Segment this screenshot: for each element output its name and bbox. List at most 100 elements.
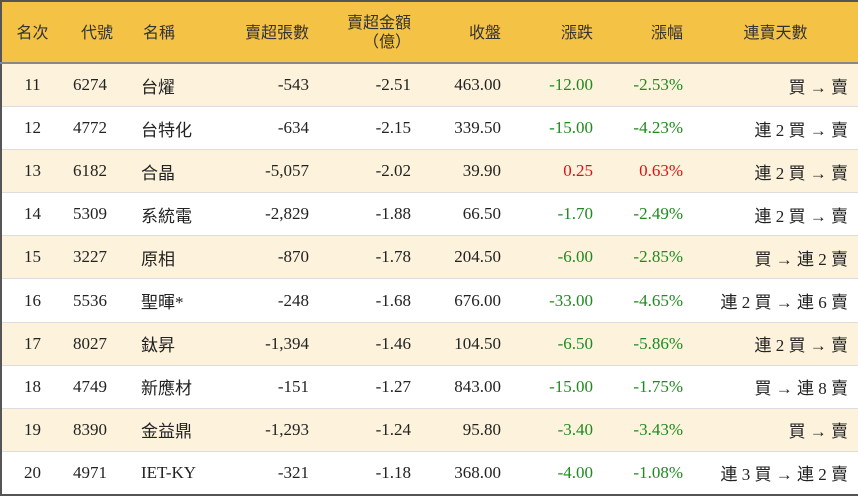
- table-cell: 聖暉*: [131, 278, 219, 323]
- table-cell: -151: [219, 365, 319, 409]
- table-cell: 買 → 連 2 賣: [693, 235, 858, 280]
- table-cell: 368.00: [421, 451, 511, 496]
- table-cell: -1.27: [319, 365, 421, 409]
- table-cell: -543: [219, 63, 319, 108]
- table-cell: 95.80: [421, 408, 511, 452]
- table-cell: 買 → 連 8 賣: [693, 365, 858, 409]
- table-cell: -2,829: [219, 192, 319, 237]
- table-cell: 15: [1, 235, 63, 280]
- table-cell: 843.00: [421, 365, 511, 409]
- table-cell: -1,293: [219, 408, 319, 452]
- table-cell: 11: [1, 63, 63, 108]
- table-cell: -1.08%: [603, 451, 693, 496]
- table-cell: -2.51: [319, 63, 421, 108]
- table-cell: 0.25: [511, 149, 603, 194]
- table-cell: 13: [1, 149, 63, 194]
- table-cell: 12: [1, 106, 63, 151]
- table-cell: -870: [219, 235, 319, 280]
- table-cell: 4772: [63, 106, 131, 151]
- table-cell: -5,057: [219, 149, 319, 194]
- table-body: 11 6274 台燿 -543 -2.51 463.00 -12.00 -2.53% 買 → 賣…: [1, 63, 858, 496]
- table-cell: 連 2 買 → 賣: [693, 192, 858, 237]
- header-row: 名次 代號 名稱 賣超張數 賣超金額 （億） 收盤 漲跌 漲幅 連賣天數: [1, 1, 858, 64]
- table-cell: 8390: [63, 408, 131, 452]
- table-cell: 463.00: [421, 63, 511, 108]
- table-cell: -1.46: [319, 322, 421, 366]
- table-cell: 原相: [131, 235, 219, 280]
- table-row: 20 4971 IET-KY -321 -1.18 368.00 -4.00 -1.08% 連 …: [1, 451, 858, 496]
- table-cell: -1.24: [319, 408, 421, 452]
- table-row: 16 5536 聖暉* -248 -1.68 676.00 -33.00 -4.65% 連 2 …: [1, 278, 858, 323]
- table-row: 19 8390 金益鼎 -1,293 -1.24 95.80 -3.40 -3.43% 買 → …: [1, 408, 858, 452]
- table-cell: -2.02: [319, 149, 421, 194]
- table-cell: -6.50: [511, 322, 603, 366]
- table-cell: -1.70: [511, 192, 603, 237]
- table-cell: 金益鼎: [131, 408, 219, 452]
- header-cell: 收盤: [421, 1, 511, 64]
- table-cell: -5.86%: [603, 322, 693, 366]
- table-cell: -4.23%: [603, 106, 693, 151]
- table-cell: -4.65%: [603, 278, 693, 323]
- table-cell: 合晶: [131, 149, 219, 194]
- table-cell: -33.00: [511, 278, 603, 323]
- table-cell: 6274: [63, 63, 131, 108]
- table-cell: -634: [219, 106, 319, 151]
- table-row: 12 4772 台特化 -634 -2.15 339.50 -15.00 -4.23% 連 2 …: [1, 106, 858, 151]
- table-cell: 204.50: [421, 235, 511, 280]
- table-cell: 0.63%: [603, 149, 693, 194]
- header-cell: 賣超金額 （億）: [319, 1, 421, 64]
- table-cell: -1.75%: [603, 365, 693, 409]
- table-cell: 連 3 買 → 連 2 賣: [693, 451, 858, 496]
- table-cell: 676.00: [421, 278, 511, 323]
- table-cell: -3.43%: [603, 408, 693, 452]
- table-cell: 5309: [63, 192, 131, 237]
- table-cell: -15.00: [511, 106, 603, 151]
- table-cell: 5536: [63, 278, 131, 323]
- table-cell: 買 → 賣: [693, 63, 858, 108]
- table-cell: -2.49%: [603, 192, 693, 237]
- table-row: 15 3227 原相 -870 -1.78 204.50 -6.00 -2.85% 買 → 連 …: [1, 235, 858, 280]
- table-cell: -3.40: [511, 408, 603, 452]
- table-cell: 104.50: [421, 322, 511, 366]
- table-cell: 14: [1, 192, 63, 237]
- table-cell: 339.50: [421, 106, 511, 151]
- table-cell: -248: [219, 278, 319, 323]
- table-cell: 買 → 賣: [693, 408, 858, 452]
- table-cell: 系統電: [131, 192, 219, 237]
- table-row: 17 8027 鈦昇 -1,394 -1.46 104.50 -6.50 -5.86% 連 2 …: [1, 322, 858, 366]
- header-cell: 漲幅: [603, 1, 693, 64]
- header-cell: 賣超張數: [219, 1, 319, 64]
- header-cell: 代號: [63, 1, 131, 64]
- table-row: 14 5309 系統電 -2,829 -1.88 66.50 -1.70 -2.49% 連 2 …: [1, 192, 858, 237]
- table-row: 18 4749 新應材 -151 -1.27 843.00 -15.00 -1.75% 買 → …: [1, 365, 858, 409]
- table-row: 13 6182 合晶 -5,057 -2.02 39.90 0.25 0.63% 連 2 買 →…: [1, 149, 858, 194]
- table-cell: -2.15: [319, 106, 421, 151]
- table-cell: 連 2 買 → 賣: [693, 106, 858, 151]
- table-cell: -2.53%: [603, 63, 693, 108]
- table-cell: -1.68: [319, 278, 421, 323]
- table-cell: -12.00: [511, 63, 603, 108]
- table-cell: 3227: [63, 235, 131, 280]
- header-cell: 名稱: [131, 1, 219, 64]
- table-cell: 連 2 買 → 連 6 賣: [693, 278, 858, 323]
- table-cell: -1.18: [319, 451, 421, 496]
- table-cell: -15.00: [511, 365, 603, 409]
- header-cell: 漲跌: [511, 1, 603, 64]
- table-cell: -6.00: [511, 235, 603, 280]
- table-cell: 連 2 買 → 賣: [693, 322, 858, 366]
- table-row: 11 6274 台燿 -543 -2.51 463.00 -12.00 -2.53% 買 → 賣: [1, 63, 858, 108]
- table-cell: 鈦昇: [131, 322, 219, 366]
- table-cell: -4.00: [511, 451, 603, 496]
- table-cell: -321: [219, 451, 319, 496]
- table-cell: 台特化: [131, 106, 219, 151]
- table-cell: 新應材: [131, 365, 219, 409]
- table-cell: -1,394: [219, 322, 319, 366]
- table-cell: 8027: [63, 322, 131, 366]
- table-cell: -1.78: [319, 235, 421, 280]
- table-cell: 台燿: [131, 63, 219, 108]
- table-cell: -1.88: [319, 192, 421, 237]
- table-cell: 4971: [63, 451, 131, 496]
- table-cell: 39.90: [421, 149, 511, 194]
- table-cell: 19: [1, 408, 63, 452]
